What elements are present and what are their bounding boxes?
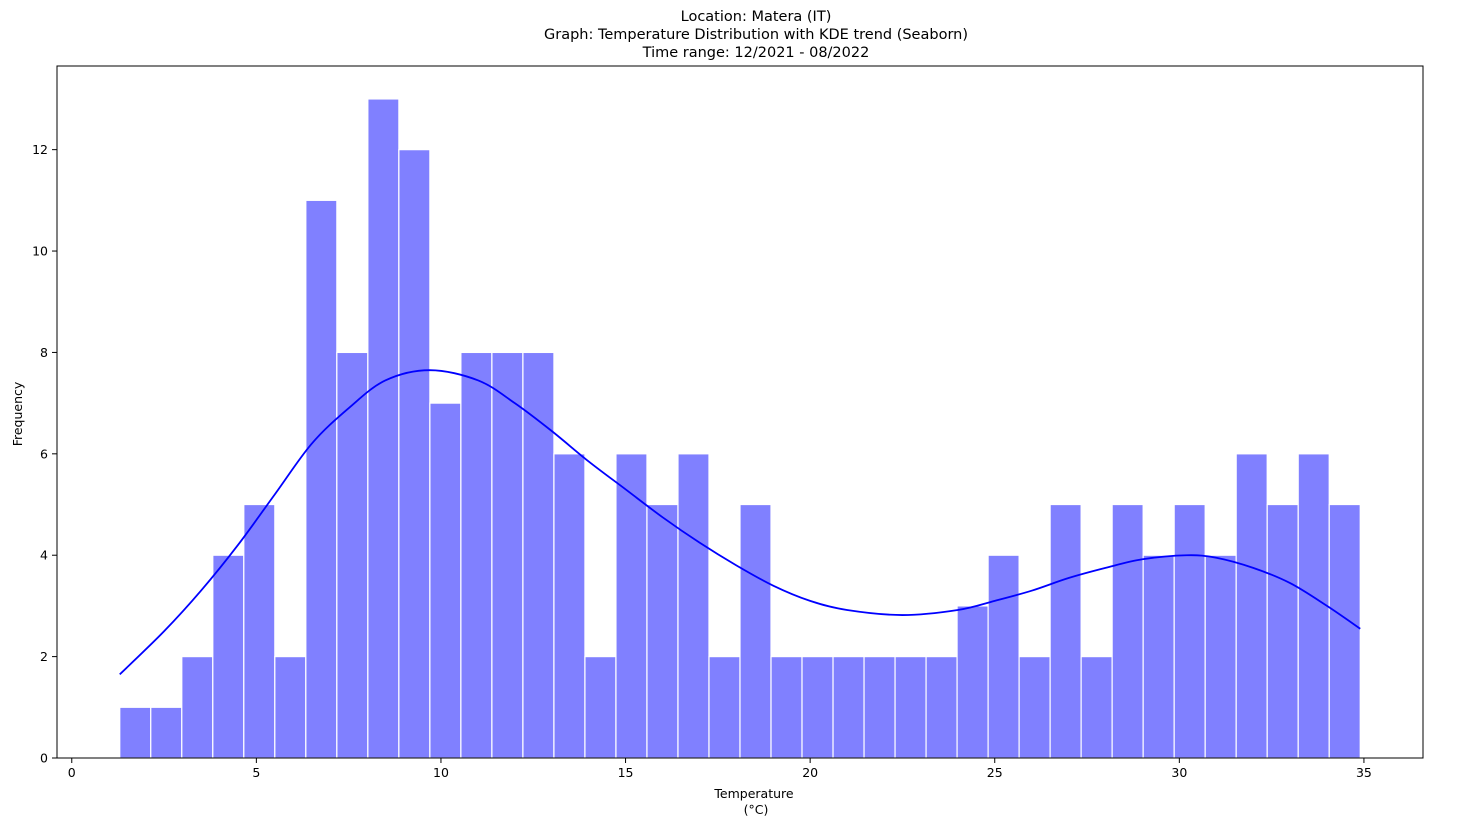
- histogram-bar: [367, 98, 400, 759]
- histogram-bar: [863, 656, 896, 759]
- histogram-bar: [1266, 503, 1299, 759]
- y-tick-label: 6: [40, 446, 48, 461]
- histogram-bar: [181, 656, 214, 759]
- kde-line: [119, 369, 1361, 675]
- histogram-bar: [832, 656, 865, 759]
- histogram-bar: [460, 351, 493, 759]
- histogram-bar: [1111, 503, 1144, 759]
- y-axis-ticks: 0 2 4 6 8 10 12: [32, 142, 57, 766]
- y-axis-label: Frequency: [10, 381, 25, 446]
- y-tick-label: 2: [40, 649, 48, 664]
- histogram-bar: [801, 656, 834, 759]
- histogram-bar: [1142, 554, 1175, 759]
- histogram-bar: [770, 656, 803, 759]
- x-tick-label: 35: [1356, 765, 1372, 780]
- histogram-bar: [1080, 656, 1113, 759]
- histogram-bar: [398, 149, 431, 759]
- histogram-bar: [212, 554, 245, 759]
- histogram-bar: [1235, 453, 1268, 759]
- histogram-bar: [491, 351, 524, 759]
- histogram-bar: [274, 656, 307, 759]
- y-tick-label: 8: [40, 345, 48, 360]
- histogram-bar: [987, 554, 1020, 759]
- chart-title-line-1: Location: Matera (IT): [681, 9, 832, 25]
- histogram-bar: [646, 503, 679, 759]
- x-tick-label: 25: [987, 765, 1003, 780]
- histogram-bar: [243, 503, 276, 759]
- x-tick-label: 30: [1171, 765, 1187, 780]
- histogram-bar: [150, 706, 183, 759]
- histogram-bar: [1018, 656, 1051, 759]
- histogram-bar: [553, 453, 586, 759]
- histogram-bar: [739, 503, 772, 759]
- x-tick-label: 15: [618, 765, 634, 780]
- histogram-bar: [1297, 453, 1330, 759]
- chart-title-line-3: Time range: 12/2021 - 08/2022: [642, 45, 870, 61]
- y-tick-label: 0: [40, 751, 48, 766]
- histogram-bar: [956, 605, 989, 759]
- plot-frame: [56, 65, 1424, 759]
- histogram-bar: [305, 199, 338, 759]
- histogram-bar: [615, 453, 648, 759]
- histogram-bar: [894, 656, 927, 759]
- x-tick-label: 5: [252, 765, 260, 780]
- histogram-bar: [429, 402, 462, 759]
- histogram-bar: [708, 656, 741, 759]
- histogram-bar: [119, 706, 152, 759]
- y-tick-label: 4: [40, 548, 48, 563]
- y-tick-label: 10: [32, 244, 48, 259]
- histogram-bar: [584, 656, 617, 759]
- x-axis-ticks: 0 5 10 15 20 25 30 35: [68, 758, 1372, 780]
- histogram-bar: [925, 656, 958, 759]
- x-tick-label: 20: [802, 765, 818, 780]
- histogram-bars: [119, 98, 1361, 759]
- histogram-bar: [1173, 503, 1206, 759]
- x-tick-label: 10: [433, 765, 449, 780]
- chart-title-line-2: Graph: Temperature Distribution with KDE…: [544, 27, 968, 43]
- histogram-bar: [336, 351, 369, 759]
- histogram-bar: [1328, 503, 1361, 759]
- histogram-bar: [1204, 554, 1237, 759]
- x-axis-label-line-2: (°C): [744, 802, 769, 817]
- x-tick-label: 0: [68, 765, 76, 780]
- y-tick-label: 12: [32, 142, 48, 157]
- x-axis-label-line-1: Temperature: [713, 786, 793, 801]
- histogram-bar: [677, 453, 710, 759]
- histogram-bar: [1049, 503, 1082, 759]
